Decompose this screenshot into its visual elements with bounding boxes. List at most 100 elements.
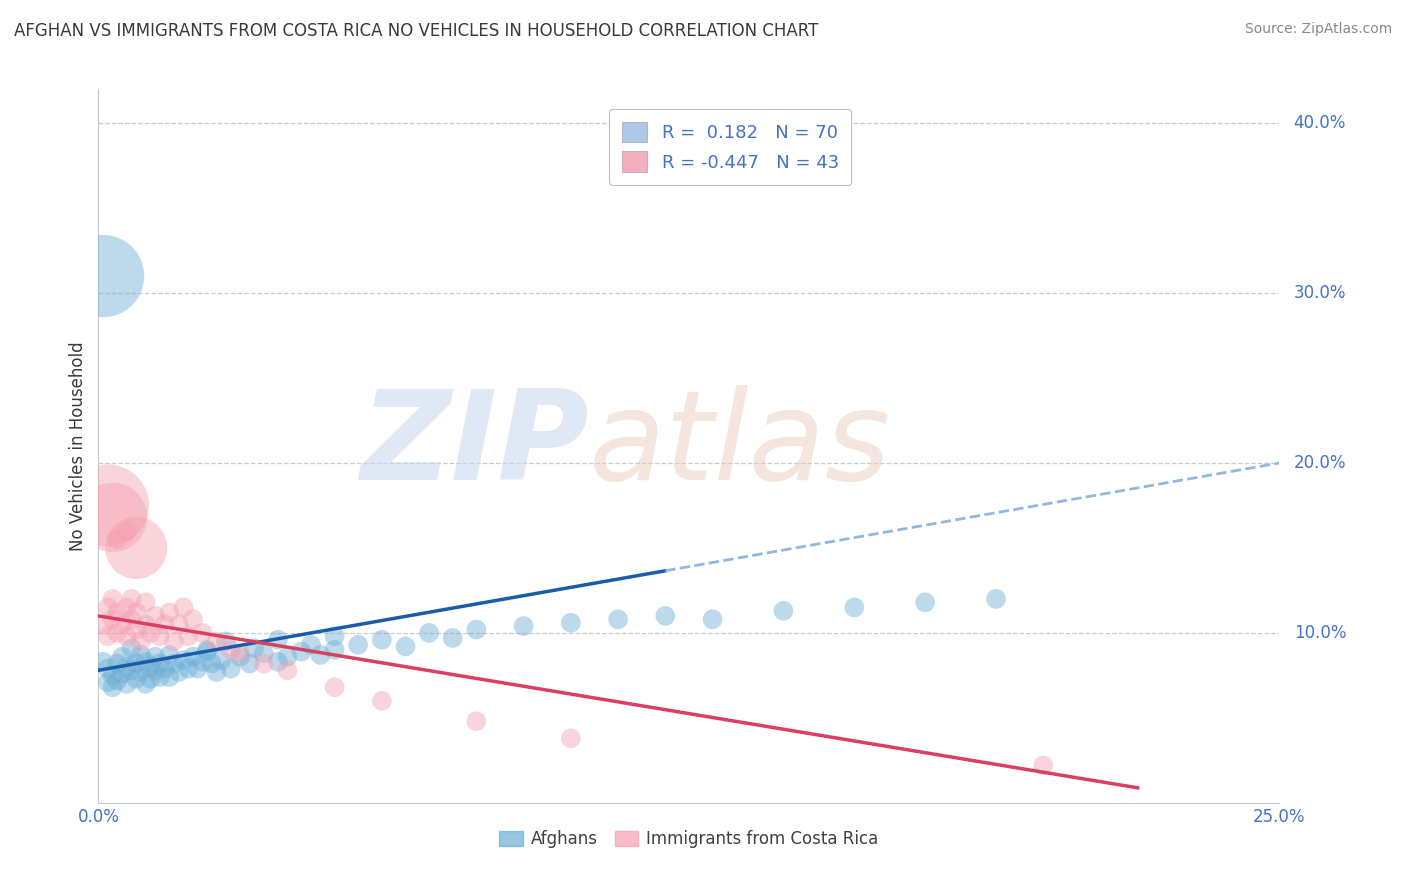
Point — [371, 632, 394, 647]
Point — [323, 643, 346, 657]
Point — [394, 640, 416, 654]
Point — [267, 655, 290, 669]
Point — [111, 666, 134, 681]
Point — [97, 675, 120, 690]
Text: Source: ZipAtlas.com: Source: ZipAtlas.com — [1244, 22, 1392, 37]
Point — [172, 600, 194, 615]
Point — [153, 662, 176, 676]
Point — [276, 649, 298, 664]
Point — [129, 648, 152, 662]
Point — [121, 591, 143, 606]
Point — [125, 606, 148, 620]
Point — [299, 638, 322, 652]
Point — [347, 638, 370, 652]
Point — [115, 660, 138, 674]
Point — [157, 670, 180, 684]
Point — [121, 612, 143, 626]
Text: atlas: atlas — [589, 385, 890, 507]
Point — [101, 510, 124, 524]
Point — [167, 617, 190, 632]
Point — [465, 714, 488, 729]
Point — [215, 634, 238, 648]
Point — [253, 657, 276, 671]
Point — [139, 626, 162, 640]
Point — [323, 680, 346, 694]
Point — [135, 617, 157, 632]
Point — [135, 677, 157, 691]
Point — [101, 591, 124, 606]
Point — [163, 634, 186, 648]
Point — [149, 657, 172, 671]
Point — [290, 644, 312, 658]
Point — [101, 612, 124, 626]
Point — [153, 617, 176, 632]
Point — [181, 649, 204, 664]
Point — [441, 631, 464, 645]
Point — [129, 665, 152, 679]
Point — [167, 665, 190, 679]
Point — [125, 657, 148, 671]
Point — [219, 643, 242, 657]
Point — [97, 499, 120, 513]
Point — [418, 626, 440, 640]
Point — [984, 591, 1007, 606]
Y-axis label: No Vehicles in Household: No Vehicles in Household — [69, 341, 87, 551]
Point — [135, 655, 157, 669]
Point — [115, 677, 138, 691]
Point — [157, 648, 180, 662]
Point — [125, 541, 148, 555]
Point — [191, 655, 214, 669]
Point — [149, 670, 172, 684]
Point — [512, 619, 534, 633]
Point — [105, 533, 128, 547]
Point — [205, 665, 228, 679]
Text: 40.0%: 40.0% — [1294, 114, 1346, 132]
Point — [121, 663, 143, 677]
Point — [115, 600, 138, 615]
Point — [143, 663, 166, 677]
Point — [239, 657, 262, 671]
Point — [129, 634, 152, 648]
Point — [191, 626, 214, 640]
Point — [157, 606, 180, 620]
Point — [772, 604, 794, 618]
Point — [163, 657, 186, 671]
Point — [139, 660, 162, 674]
Point — [187, 662, 209, 676]
Point — [276, 663, 298, 677]
Point — [111, 649, 134, 664]
Point — [143, 608, 166, 623]
Point — [177, 662, 200, 676]
Point — [111, 617, 134, 632]
Point — [115, 524, 138, 538]
Point — [323, 629, 346, 643]
Point — [229, 646, 252, 660]
Point — [267, 632, 290, 647]
Point — [97, 662, 120, 676]
Point — [309, 648, 332, 662]
Point — [105, 626, 128, 640]
Text: ZIP: ZIP — [360, 385, 589, 507]
Point — [205, 634, 228, 648]
Point — [149, 629, 172, 643]
Point — [181, 612, 204, 626]
Point — [844, 600, 866, 615]
Point — [125, 672, 148, 686]
Point — [101, 680, 124, 694]
Text: 30.0%: 30.0% — [1294, 284, 1346, 302]
Point — [243, 641, 266, 656]
Point — [91, 269, 114, 284]
Point — [560, 615, 582, 630]
Point — [209, 653, 232, 667]
Point — [143, 649, 166, 664]
Point — [229, 649, 252, 664]
Point — [465, 623, 488, 637]
Text: AFGHAN VS IMMIGRANTS FROM COSTA RICA NO VEHICLES IN HOUSEHOLD CORRELATION CHART: AFGHAN VS IMMIGRANTS FROM COSTA RICA NO … — [14, 22, 818, 40]
Point — [97, 629, 120, 643]
Point — [139, 672, 162, 686]
Point — [195, 644, 218, 658]
Point — [253, 646, 276, 660]
Text: 20.0%: 20.0% — [1294, 454, 1346, 472]
Point — [654, 608, 676, 623]
Point — [105, 606, 128, 620]
